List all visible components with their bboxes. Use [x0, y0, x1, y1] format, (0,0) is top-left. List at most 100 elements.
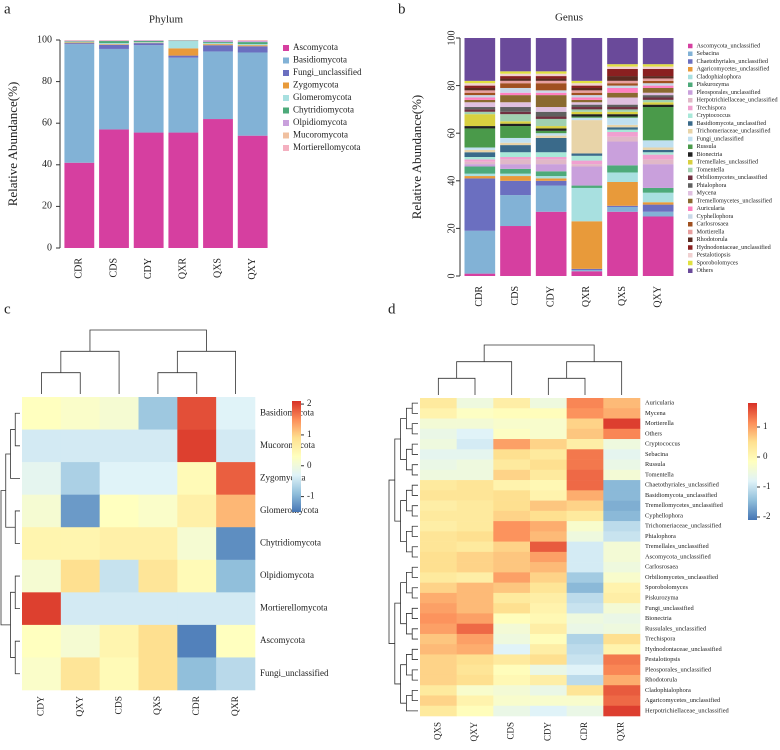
heat-cell [216, 494, 256, 528]
row-label: Mucoromycota [260, 440, 315, 450]
y-tick-label: 20 [42, 201, 52, 212]
heat-cell [60, 624, 100, 658]
bar-segment [535, 92, 567, 96]
x-tick-label: CDS [510, 286, 521, 305]
heat-cell [603, 582, 641, 594]
heat-cell [530, 705, 567, 717]
heat-cell [603, 592, 641, 604]
heat-cell [456, 500, 494, 512]
heat-cell [493, 541, 531, 553]
bar-segment [571, 80, 603, 84]
row-label: Chytridiomycota [260, 538, 321, 548]
bar-segment [607, 80, 638, 84]
bar-segment [642, 147, 674, 150]
heat-cell [566, 428, 604, 440]
bar-segment [464, 85, 496, 88]
heat-cell [456, 408, 494, 419]
bar-segment [607, 85, 638, 88]
heat-cell [456, 480, 494, 491]
bar-segment [237, 45, 268, 47]
bar-segment [571, 109, 603, 112]
heat-cell [420, 469, 457, 481]
legend-swatch [688, 191, 693, 196]
heat-cell [216, 527, 256, 561]
legend-swatch [283, 95, 289, 101]
chart-title: Genus [555, 12, 583, 24]
x-tick-label: QXS [212, 258, 223, 278]
bar-segment [500, 71, 531, 74]
bar-segment [99, 44, 129, 45]
bar-segment [571, 92, 603, 96]
heat-cell [420, 592, 457, 604]
bar-segment [571, 117, 603, 121]
heat-cell [420, 418, 457, 430]
heat-cell [216, 429, 256, 463]
bar-segment [168, 41, 199, 49]
bar-segment [571, 87, 603, 91]
bar-segment [571, 90, 603, 93]
heat-cell [530, 664, 567, 676]
legend-swatch [688, 160, 693, 165]
heat-cell [603, 695, 641, 707]
heat-cell [566, 459, 604, 471]
bar-segment [464, 159, 496, 162]
column-label: CDS [114, 696, 124, 714]
heat-cell [566, 551, 604, 563]
bar-segment [133, 45, 164, 133]
legend-swatch [688, 214, 693, 219]
row-label: Russulales_unclassified [645, 625, 707, 632]
heat-cell [456, 521, 494, 532]
bar-segment [535, 185, 567, 212]
bar-segment [500, 78, 531, 81]
bar-segment [500, 157, 531, 160]
heat-cell [603, 469, 641, 481]
heat-cell [456, 582, 494, 594]
row-label: Cyphellophora [645, 512, 683, 519]
y-tick-label: 20 [446, 223, 457, 233]
heat-cell [530, 490, 567, 501]
row-label: Basidiomycota [260, 407, 314, 417]
column-label: CDY [37, 696, 47, 716]
row-label: Piskurozyma [645, 595, 679, 602]
legend-label: Mycena [697, 190, 717, 197]
bar-segment [535, 135, 567, 138]
bar-segment [203, 51, 233, 120]
legend-label: Tomentella [697, 166, 725, 173]
bar-segment [500, 123, 531, 127]
row-label: Tremellales_unclassified [645, 543, 709, 550]
column-label: QXS [153, 696, 163, 715]
heat-cell [493, 705, 531, 717]
heat-cell [603, 480, 641, 491]
heat-cell [216, 592, 256, 626]
bar-segment [535, 118, 567, 127]
legend-label: Glomeromycota [293, 92, 351, 102]
y-tick-label: 100 [37, 34, 52, 45]
heat-cell [530, 644, 567, 655]
legend-swatch [688, 98, 693, 103]
legend-swatch [688, 167, 693, 173]
bar-segment [535, 90, 567, 93]
heat-cell [456, 541, 494, 553]
heat-cell [566, 449, 604, 460]
legend-label: Fungi_unclassified [293, 67, 362, 77]
bar-segment [607, 211, 638, 276]
heat-cell [566, 572, 604, 583]
legend-label: Trechispora [697, 104, 727, 111]
heat-cell [456, 531, 494, 542]
row-label: Bionectria [645, 615, 672, 622]
bar-segment [535, 152, 567, 157]
heat-cell [603, 551, 641, 563]
bar-segment [642, 83, 674, 86]
bar-segment [535, 164, 567, 172]
bar-segment [99, 48, 129, 130]
bar-segment [168, 55, 199, 58]
heat-cell [566, 592, 604, 604]
bar-segment [500, 176, 531, 181]
heat-cell [420, 551, 457, 563]
heat-cell [456, 562, 494, 573]
heat-cell [99, 624, 139, 658]
bar-segment [535, 80, 567, 84]
bar-segment [203, 43, 233, 45]
bar-segment [168, 48, 199, 56]
heat-cell [216, 397, 256, 430]
